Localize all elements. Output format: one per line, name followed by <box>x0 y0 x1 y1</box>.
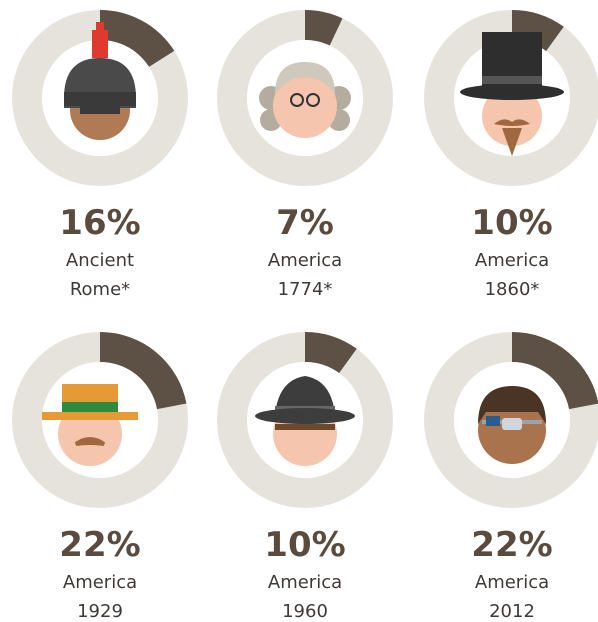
tophat-face <box>460 32 564 156</box>
caption: 1774* <box>278 279 333 300</box>
strawhat-face <box>42 384 138 466</box>
caption: Ancient <box>66 250 134 271</box>
caption: America <box>268 250 342 271</box>
caption: 1960 <box>282 601 328 622</box>
caption: 2012 <box>489 601 535 622</box>
caption: America <box>268 572 342 593</box>
roman-face <box>64 22 136 140</box>
caption: America <box>475 572 549 593</box>
donut-wedge <box>305 332 357 374</box>
percent-label: 10% <box>264 525 345 565</box>
percent-label: 22% <box>59 525 140 565</box>
caption: Rome* <box>70 279 130 300</box>
percent-label: 7% <box>276 203 334 243</box>
donut-wedge <box>100 10 175 67</box>
caption: 1929 <box>77 601 123 622</box>
donut-wedge <box>305 10 343 46</box>
donut-wedge <box>512 332 598 410</box>
percent-label: 22% <box>471 525 552 565</box>
percent-label: 10% <box>471 203 552 243</box>
wig-face <box>259 62 351 138</box>
fedora-face <box>255 376 355 466</box>
donut-wedge <box>100 332 187 410</box>
percent-label: 16% <box>59 203 140 243</box>
caption: America <box>475 250 549 271</box>
caption: America <box>63 572 137 593</box>
caption: 1860* <box>485 279 540 300</box>
glass-face <box>478 386 546 464</box>
